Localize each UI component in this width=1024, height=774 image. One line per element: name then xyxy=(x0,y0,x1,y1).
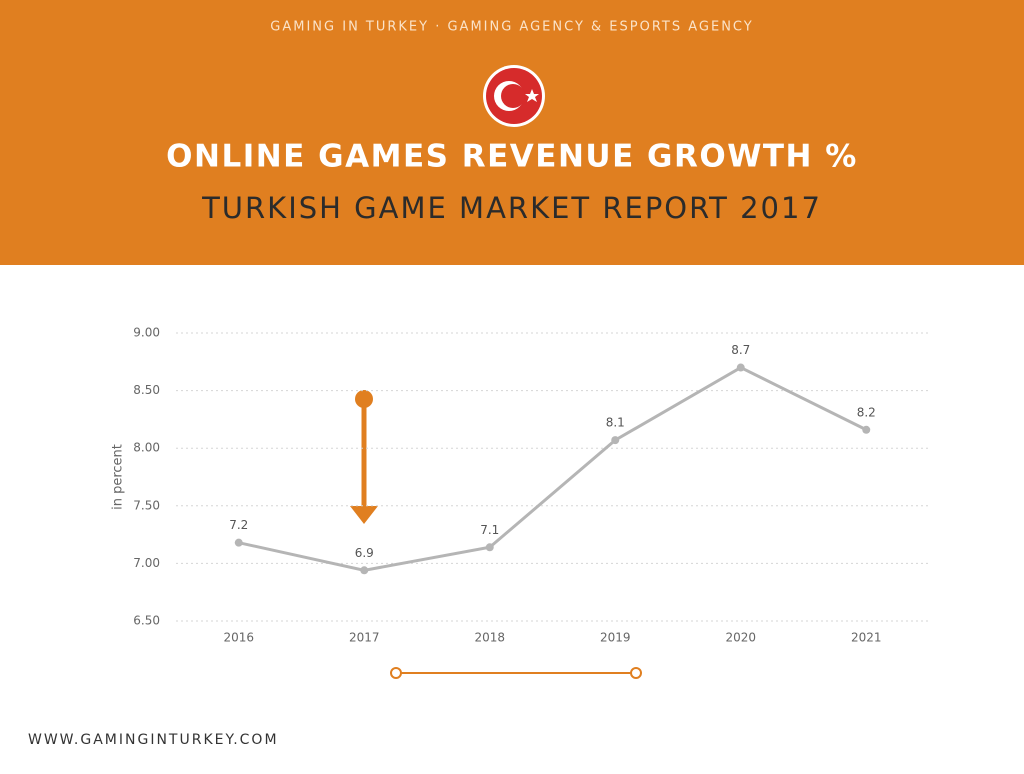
x-tick-label: 2018 xyxy=(474,631,505,645)
point xyxy=(862,425,871,434)
line xyxy=(238,365,867,572)
value-label: 8.2 xyxy=(857,405,876,419)
header-band xyxy=(0,0,1024,265)
flag xyxy=(483,65,545,127)
point xyxy=(360,566,369,575)
x-tick-label: 2021 xyxy=(851,631,882,645)
x-tick-label: 2020 xyxy=(725,631,756,645)
website: WWW.GAMINGINTURKEY.COM xyxy=(28,732,279,748)
value-label: 7.2 xyxy=(229,518,248,532)
y-tick-label: 7.00 xyxy=(133,556,160,570)
point xyxy=(485,543,494,552)
y-tick-label: 9.00 xyxy=(133,326,160,340)
chart-title: ONLINE GAMES REVENUE GROWTH % xyxy=(166,139,858,175)
x-tick-label: 2016 xyxy=(223,631,254,645)
tagline: GAMING IN TURKEY · GAMING AGENCY & ESPOR… xyxy=(270,20,753,35)
y-tick-label: 8.00 xyxy=(133,441,160,455)
point xyxy=(736,363,745,372)
value-label: 6.9 xyxy=(355,546,374,560)
x-tick-label: 2019 xyxy=(600,631,631,645)
y-tick-label: 7.50 xyxy=(133,498,160,512)
point xyxy=(234,538,243,547)
value-label: 8.1 xyxy=(606,416,625,430)
highlight-arrow xyxy=(350,390,378,524)
y-axis-label: in percent xyxy=(111,444,126,510)
value-label: 7.1 xyxy=(480,523,499,537)
y-tick-label: 8.50 xyxy=(133,383,160,397)
range-slider xyxy=(390,667,642,679)
chart-subtitle: TURKISH GAME MARKET REPORT 2017 xyxy=(201,191,822,225)
value-label: 8.7 xyxy=(731,343,750,357)
point xyxy=(611,436,620,445)
y-tick-label: 6.50 xyxy=(133,614,160,628)
x-tick-label: 2017 xyxy=(349,631,380,645)
